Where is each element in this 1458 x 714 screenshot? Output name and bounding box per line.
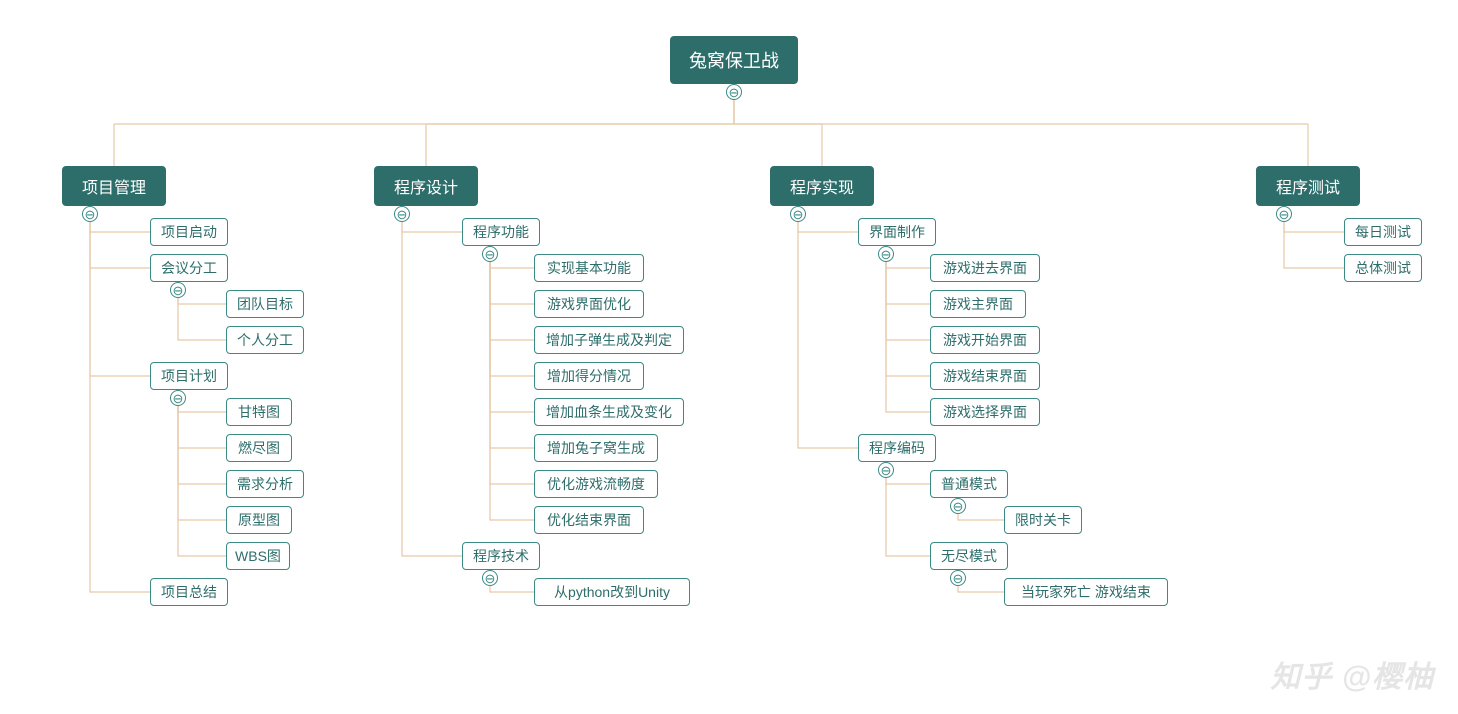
node-m1a[interactable]: 实现基本功能 <box>534 254 644 282</box>
watermark: 知乎 @樱柚 <box>1270 652 1434 696</box>
node-p1d[interactable]: 游戏结束界面 <box>930 362 1040 390</box>
node-p2[interactable]: 程序编码 <box>858 434 936 462</box>
node-m1e[interactable]: 增加血条生成及变化 <box>534 398 684 426</box>
node-p1b[interactable]: 游戏主界面 <box>930 290 1026 318</box>
node-b3[interactable]: 程序实现 <box>770 166 874 206</box>
node-p2b1[interactable]: 当玩家死亡 游戏结束 <box>1004 578 1168 606</box>
node-m1c[interactable]: 增加子弹生成及判定 <box>534 326 684 354</box>
node-n2b[interactable]: 个人分工 <box>226 326 304 354</box>
node-p1[interactable]: 界面制作 <box>858 218 936 246</box>
node-n1[interactable]: 项目启动 <box>150 218 228 246</box>
collapse-m1-icon[interactable]: ⊖ <box>482 246 498 262</box>
node-m1b[interactable]: 游戏界面优化 <box>534 290 644 318</box>
node-m1f[interactable]: 增加兔子窝生成 <box>534 434 658 462</box>
collapse-b1-icon[interactable]: ⊖ <box>82 206 98 222</box>
node-n3[interactable]: 项目计划 <box>150 362 228 390</box>
node-n3a[interactable]: 甘特图 <box>226 398 292 426</box>
collapse-n3-icon[interactable]: ⊖ <box>170 390 186 406</box>
collapse-root-icon[interactable]: ⊖ <box>726 84 742 100</box>
node-p2a1[interactable]: 限时关卡 <box>1004 506 1082 534</box>
node-t1[interactable]: 每日测试 <box>1344 218 1422 246</box>
node-p1e[interactable]: 游戏选择界面 <box>930 398 1040 426</box>
collapse-b2-icon[interactable]: ⊖ <box>394 206 410 222</box>
node-b2[interactable]: 程序设计 <box>374 166 478 206</box>
node-n3b[interactable]: 燃尽图 <box>226 434 292 462</box>
collapse-b3-icon[interactable]: ⊖ <box>790 206 806 222</box>
node-root[interactable]: 兔窝保卫战 <box>670 36 798 84</box>
node-m1d[interactable]: 增加得分情况 <box>534 362 644 390</box>
node-t2[interactable]: 总体测试 <box>1344 254 1422 282</box>
node-n3c[interactable]: 需求分析 <box>226 470 304 498</box>
collapse-p2a-icon[interactable]: ⊖ <box>950 498 966 514</box>
node-b4[interactable]: 程序测试 <box>1256 166 1360 206</box>
collapse-m2-icon[interactable]: ⊖ <box>482 570 498 586</box>
node-n2a[interactable]: 团队目标 <box>226 290 304 318</box>
node-b1[interactable]: 项目管理 <box>62 166 166 206</box>
node-m1g[interactable]: 优化游戏流畅度 <box>534 470 658 498</box>
collapse-p2-icon[interactable]: ⊖ <box>878 462 894 478</box>
node-n2[interactable]: 会议分工 <box>150 254 228 282</box>
node-p1c[interactable]: 游戏开始界面 <box>930 326 1040 354</box>
collapse-p1-icon[interactable]: ⊖ <box>878 246 894 262</box>
node-p2a[interactable]: 普通模式 <box>930 470 1008 498</box>
collapse-n2-icon[interactable]: ⊖ <box>170 282 186 298</box>
connector-layer <box>0 0 1458 714</box>
node-p1a[interactable]: 游戏进去界面 <box>930 254 1040 282</box>
node-m1[interactable]: 程序功能 <box>462 218 540 246</box>
node-n4[interactable]: 项目总结 <box>150 578 228 606</box>
collapse-p2b-icon[interactable]: ⊖ <box>950 570 966 586</box>
collapse-b4-icon[interactable]: ⊖ <box>1276 206 1292 222</box>
node-m1h[interactable]: 优化结束界面 <box>534 506 644 534</box>
node-m2[interactable]: 程序技术 <box>462 542 540 570</box>
org-tree-chart: 兔窝保卫战项目管理 程序设计 程序实现 程序测试项目启动会议分工团队目标个人分工项目计… <box>0 0 1458 714</box>
node-p2b[interactable]: 无尽模式 <box>930 542 1008 570</box>
node-n3e[interactable]: WBS图 <box>226 542 290 570</box>
node-n3d[interactable]: 原型图 <box>226 506 292 534</box>
node-m2a[interactable]: 从python改到Unity <box>534 578 690 606</box>
